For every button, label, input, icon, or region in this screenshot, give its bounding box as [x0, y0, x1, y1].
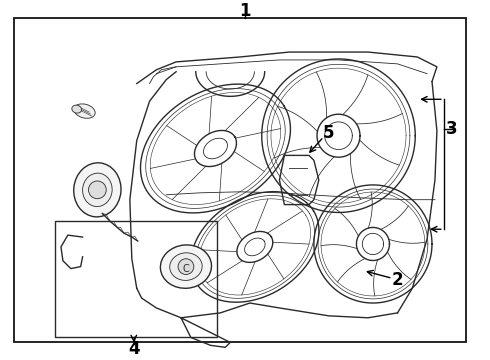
- Text: 5: 5: [323, 124, 334, 142]
- Text: C: C: [183, 264, 189, 274]
- Circle shape: [89, 181, 106, 199]
- Text: 3: 3: [446, 120, 458, 138]
- Bar: [55, 221, 218, 337]
- Ellipse shape: [72, 105, 81, 113]
- Ellipse shape: [83, 173, 112, 207]
- Text: 4: 4: [128, 340, 140, 358]
- Text: 2: 2: [392, 271, 403, 289]
- Ellipse shape: [74, 163, 121, 217]
- Ellipse shape: [170, 253, 202, 280]
- Circle shape: [178, 259, 194, 274]
- Ellipse shape: [160, 245, 212, 288]
- Ellipse shape: [74, 104, 95, 118]
- Text: 1: 1: [239, 2, 251, 20]
